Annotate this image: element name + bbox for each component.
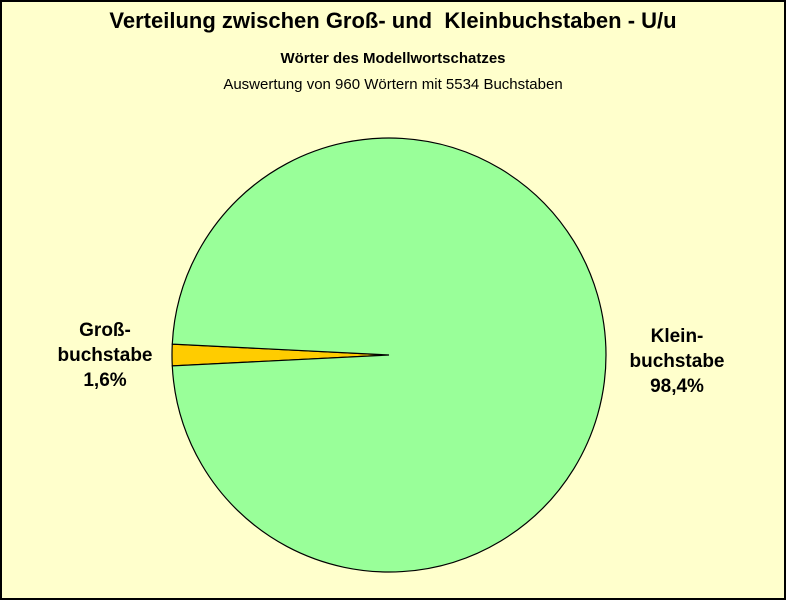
pie-slice-kleinbuchstabe: [171, 137, 607, 573]
chart-subtitle-detail: Auswertung von 960 Wörtern mit 5534 Buch…: [223, 76, 563, 93]
slice-label-line2: buchstabe: [57, 345, 153, 366]
chart-subtitle: Wörter des Modellwortschatzes: [280, 50, 506, 67]
slice-value-label: 1,6%: [83, 370, 127, 391]
chart-title: Verteilung zwischen Groß- und Kleinbuchs…: [109, 8, 677, 33]
slice-label-line1: Klein-: [650, 326, 704, 347]
slice-label-line2: buchstabe: [629, 351, 725, 372]
slice-value-label: 98,4%: [650, 376, 704, 397]
slice-label-line1: Groß-: [79, 320, 131, 341]
slice-label-kleinbuchstabe: Klein- buchstabe 98,4%: [612, 324, 742, 399]
slice-label-grossbuchstabe: Groß- buchstabe 1,6%: [50, 318, 160, 393]
